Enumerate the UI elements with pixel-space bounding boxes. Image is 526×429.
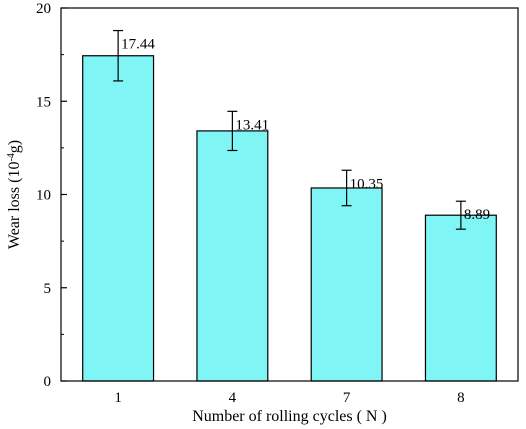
y-axis-title-main: Wear loss (10 (6, 162, 23, 250)
y-axis-ticks: 0 5 10 15 20 (36, 1, 67, 390)
bar-1 (82, 55, 155, 382)
bar-4 (196, 130, 269, 382)
bar-7 (310, 187, 383, 382)
error-bar-7 (341, 169, 352, 207)
x-tick-label: 4 (229, 390, 237, 406)
x-axis-title: Number of rolling cycles ( N ) (192, 408, 387, 425)
y-tick-label: 10 (36, 188, 51, 204)
bar-8 (424, 214, 497, 382)
x-tick-label: 7 (343, 390, 351, 406)
y-tick-label: 5 (44, 281, 52, 297)
x-tick-label: 1 (114, 390, 122, 406)
plot-frame (60, 7, 519, 382)
x-tick-label: 8 (457, 390, 465, 406)
y-axis-title-unit: g) (6, 140, 23, 153)
error-bar-4 (227, 110, 238, 152)
error-bar-1 (113, 29, 124, 82)
data-label-1: 17.44 (121, 37, 155, 53)
y-tick-label: 0 (44, 374, 52, 390)
data-label-4: 13.41 (235, 117, 269, 133)
data-label-8: 8.89 (464, 207, 490, 223)
y-axis-title-sup: -4 (6, 153, 17, 161)
y-axis-title: Wear loss (10-4g) (6, 140, 24, 249)
data-label-7: 10.35 (350, 176, 384, 192)
y-tick-label: 15 (36, 94, 51, 110)
bars (82, 55, 497, 382)
error-bars (113, 29, 466, 230)
error-bar-8 (455, 200, 466, 230)
data-labels: 17.44 13.41 10.35 8.89 (121, 37, 490, 224)
y-tick-label: 20 (36, 1, 51, 17)
x-axis-ticks: 1 4 7 8 (114, 375, 465, 406)
